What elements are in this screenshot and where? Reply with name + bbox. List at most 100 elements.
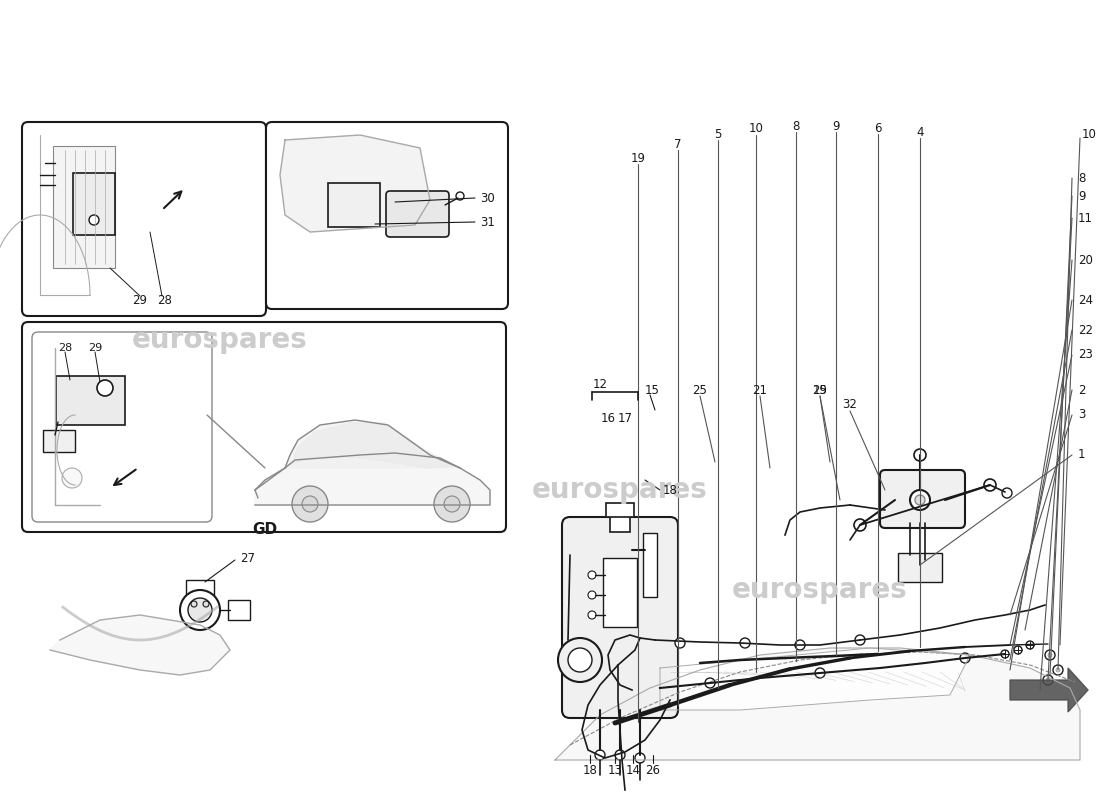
Text: 18: 18 bbox=[663, 483, 678, 497]
Polygon shape bbox=[280, 135, 430, 232]
Circle shape bbox=[302, 496, 318, 512]
Text: GD: GD bbox=[252, 522, 277, 538]
Text: 12: 12 bbox=[593, 378, 607, 390]
Text: 10: 10 bbox=[749, 122, 763, 135]
FancyBboxPatch shape bbox=[186, 580, 214, 596]
Text: 11: 11 bbox=[1078, 211, 1093, 225]
Polygon shape bbox=[556, 648, 1080, 760]
FancyBboxPatch shape bbox=[603, 558, 637, 627]
Polygon shape bbox=[293, 423, 455, 468]
Text: 24: 24 bbox=[1078, 294, 1093, 306]
Text: 27: 27 bbox=[240, 551, 255, 565]
Circle shape bbox=[180, 590, 220, 630]
Polygon shape bbox=[50, 615, 230, 675]
Text: 32: 32 bbox=[843, 398, 857, 411]
Circle shape bbox=[434, 486, 470, 522]
Circle shape bbox=[915, 495, 925, 505]
Text: eurospares: eurospares bbox=[532, 476, 708, 504]
FancyBboxPatch shape bbox=[606, 503, 634, 517]
FancyBboxPatch shape bbox=[228, 600, 250, 620]
Circle shape bbox=[1056, 668, 1060, 672]
FancyBboxPatch shape bbox=[610, 510, 630, 532]
FancyBboxPatch shape bbox=[266, 122, 508, 309]
Text: 19: 19 bbox=[630, 151, 646, 165]
Text: 20: 20 bbox=[1078, 254, 1093, 266]
Circle shape bbox=[705, 678, 715, 688]
Text: 2: 2 bbox=[1078, 383, 1086, 397]
Text: 16: 16 bbox=[601, 411, 616, 425]
Circle shape bbox=[1048, 653, 1052, 657]
Text: 7: 7 bbox=[674, 138, 682, 150]
Text: 1: 1 bbox=[1078, 449, 1086, 462]
Text: 29: 29 bbox=[88, 343, 102, 353]
Circle shape bbox=[1014, 646, 1022, 654]
Text: 17: 17 bbox=[617, 411, 632, 425]
Text: eurospares: eurospares bbox=[733, 576, 908, 604]
Text: 8: 8 bbox=[1078, 171, 1086, 185]
Text: 28: 28 bbox=[58, 343, 73, 353]
FancyBboxPatch shape bbox=[644, 533, 657, 597]
Text: 31: 31 bbox=[480, 215, 495, 229]
Circle shape bbox=[188, 598, 212, 622]
Circle shape bbox=[854, 519, 866, 531]
Text: 5: 5 bbox=[714, 127, 722, 141]
Polygon shape bbox=[1010, 668, 1088, 712]
Text: 10: 10 bbox=[1082, 127, 1097, 141]
Circle shape bbox=[615, 750, 625, 760]
Circle shape bbox=[558, 638, 602, 682]
Text: 26: 26 bbox=[646, 763, 660, 777]
Circle shape bbox=[914, 449, 926, 461]
Circle shape bbox=[795, 640, 805, 650]
Circle shape bbox=[1046, 678, 1050, 682]
Text: 29: 29 bbox=[132, 294, 147, 306]
Circle shape bbox=[97, 380, 113, 396]
FancyBboxPatch shape bbox=[386, 191, 449, 237]
Text: 6: 6 bbox=[874, 122, 882, 134]
Circle shape bbox=[960, 653, 970, 663]
Text: 19: 19 bbox=[813, 383, 827, 397]
Text: 3: 3 bbox=[1078, 409, 1086, 422]
FancyBboxPatch shape bbox=[328, 183, 380, 227]
Circle shape bbox=[815, 668, 825, 678]
Circle shape bbox=[292, 486, 328, 522]
Text: 9: 9 bbox=[1078, 190, 1086, 202]
Text: 25: 25 bbox=[813, 383, 827, 397]
Circle shape bbox=[1045, 650, 1055, 660]
Circle shape bbox=[89, 215, 99, 225]
Circle shape bbox=[740, 638, 750, 648]
Circle shape bbox=[1043, 675, 1053, 685]
FancyBboxPatch shape bbox=[32, 332, 212, 522]
Text: 9: 9 bbox=[833, 119, 839, 133]
FancyBboxPatch shape bbox=[880, 470, 965, 528]
Circle shape bbox=[910, 490, 930, 510]
Text: eurospares: eurospares bbox=[132, 326, 308, 354]
FancyBboxPatch shape bbox=[43, 430, 75, 452]
Circle shape bbox=[595, 750, 605, 760]
Polygon shape bbox=[285, 420, 460, 468]
Text: 30: 30 bbox=[480, 191, 495, 205]
Text: 28: 28 bbox=[157, 294, 173, 306]
Circle shape bbox=[1026, 641, 1034, 649]
Text: 23: 23 bbox=[1078, 349, 1093, 362]
Circle shape bbox=[635, 753, 645, 763]
Circle shape bbox=[588, 591, 596, 599]
Polygon shape bbox=[255, 453, 490, 505]
Circle shape bbox=[191, 601, 197, 607]
Text: 13: 13 bbox=[607, 763, 623, 777]
Circle shape bbox=[588, 571, 596, 579]
Text: 21: 21 bbox=[752, 383, 768, 397]
Circle shape bbox=[855, 635, 865, 645]
Text: 4: 4 bbox=[916, 126, 924, 138]
Circle shape bbox=[456, 192, 464, 200]
Circle shape bbox=[62, 468, 82, 488]
Text: 22: 22 bbox=[1078, 323, 1093, 337]
Circle shape bbox=[1053, 665, 1063, 675]
FancyBboxPatch shape bbox=[56, 376, 125, 425]
Text: 25: 25 bbox=[693, 383, 707, 397]
Text: 18: 18 bbox=[583, 763, 597, 777]
Circle shape bbox=[588, 611, 596, 619]
Polygon shape bbox=[660, 648, 970, 710]
Circle shape bbox=[1002, 488, 1012, 498]
Text: 15: 15 bbox=[645, 383, 659, 397]
Circle shape bbox=[204, 601, 209, 607]
